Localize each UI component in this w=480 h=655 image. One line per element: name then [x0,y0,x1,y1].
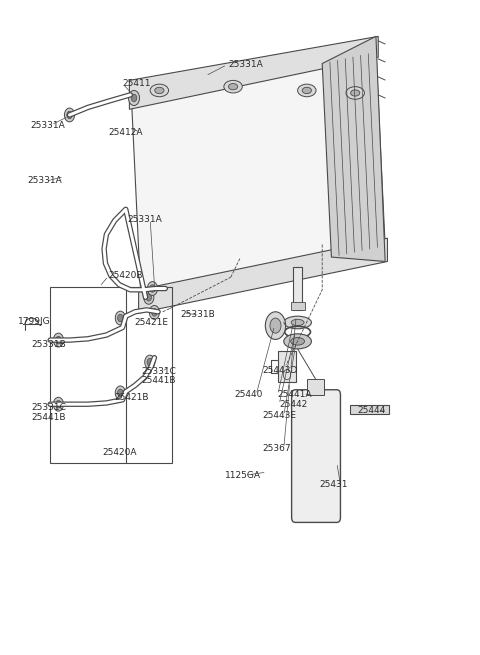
Text: 25331A: 25331A [30,121,65,130]
Circle shape [144,290,154,304]
Circle shape [56,336,61,344]
Polygon shape [130,37,378,109]
Text: 25442: 25442 [279,400,307,409]
Text: 25420A: 25420A [103,447,137,457]
Ellipse shape [228,84,238,90]
Circle shape [67,111,72,119]
Text: 25331C: 25331C [32,403,67,413]
Text: 1125GA: 1125GA [225,471,261,479]
Circle shape [265,312,286,339]
Circle shape [53,333,63,347]
Circle shape [118,314,123,322]
Text: 25420B: 25420B [108,271,143,280]
Text: 25331A: 25331A [228,60,263,69]
Text: 25440: 25440 [234,390,263,400]
Bar [307,379,324,395]
Bar [349,405,389,414]
Polygon shape [322,37,385,261]
Text: 25441B: 25441B [32,413,66,422]
Circle shape [146,293,152,301]
Circle shape [150,285,155,292]
Ellipse shape [284,316,312,329]
Circle shape [115,311,125,325]
Text: 25331A: 25331A [127,215,162,224]
Circle shape [64,108,74,122]
Circle shape [118,389,123,397]
Text: 25411: 25411 [122,79,151,88]
Text: 25441B: 25441B [141,377,175,385]
Ellipse shape [284,334,312,349]
Text: 25421E: 25421E [134,318,168,327]
Circle shape [270,318,281,333]
Text: 25441A: 25441A [278,390,312,400]
FancyBboxPatch shape [292,390,340,523]
Ellipse shape [346,86,364,100]
Text: 25331B: 25331B [32,340,66,349]
Circle shape [152,309,157,316]
Ellipse shape [291,320,304,326]
Circle shape [56,400,61,408]
Polygon shape [132,52,385,297]
Text: 25443E: 25443E [262,411,296,420]
Ellipse shape [350,90,360,96]
Text: 25367: 25367 [262,443,291,453]
Text: 25421B: 25421B [115,394,149,402]
Polygon shape [139,238,387,313]
Text: 25331C: 25331C [141,367,176,376]
Text: 25443D: 25443D [262,365,298,375]
Circle shape [131,94,137,102]
Circle shape [147,358,153,366]
Bar [278,351,296,383]
Circle shape [147,282,157,295]
Text: 25444: 25444 [358,406,386,415]
Circle shape [149,305,159,320]
Ellipse shape [155,87,164,94]
Ellipse shape [291,337,304,345]
Circle shape [53,398,63,411]
Ellipse shape [150,84,168,97]
Text: 1799JG: 1799JG [18,317,50,326]
Text: 25331A: 25331A [27,176,62,185]
Text: 25412A: 25412A [108,128,143,137]
Circle shape [145,355,155,369]
Text: 25431: 25431 [319,480,348,489]
Bar [293,267,302,310]
Text: 25331B: 25331B [180,310,215,320]
Bar [50,287,172,462]
Circle shape [115,386,125,400]
Circle shape [129,90,140,105]
Ellipse shape [302,87,312,94]
Bar [291,303,304,310]
Ellipse shape [298,84,316,97]
Ellipse shape [224,81,242,93]
